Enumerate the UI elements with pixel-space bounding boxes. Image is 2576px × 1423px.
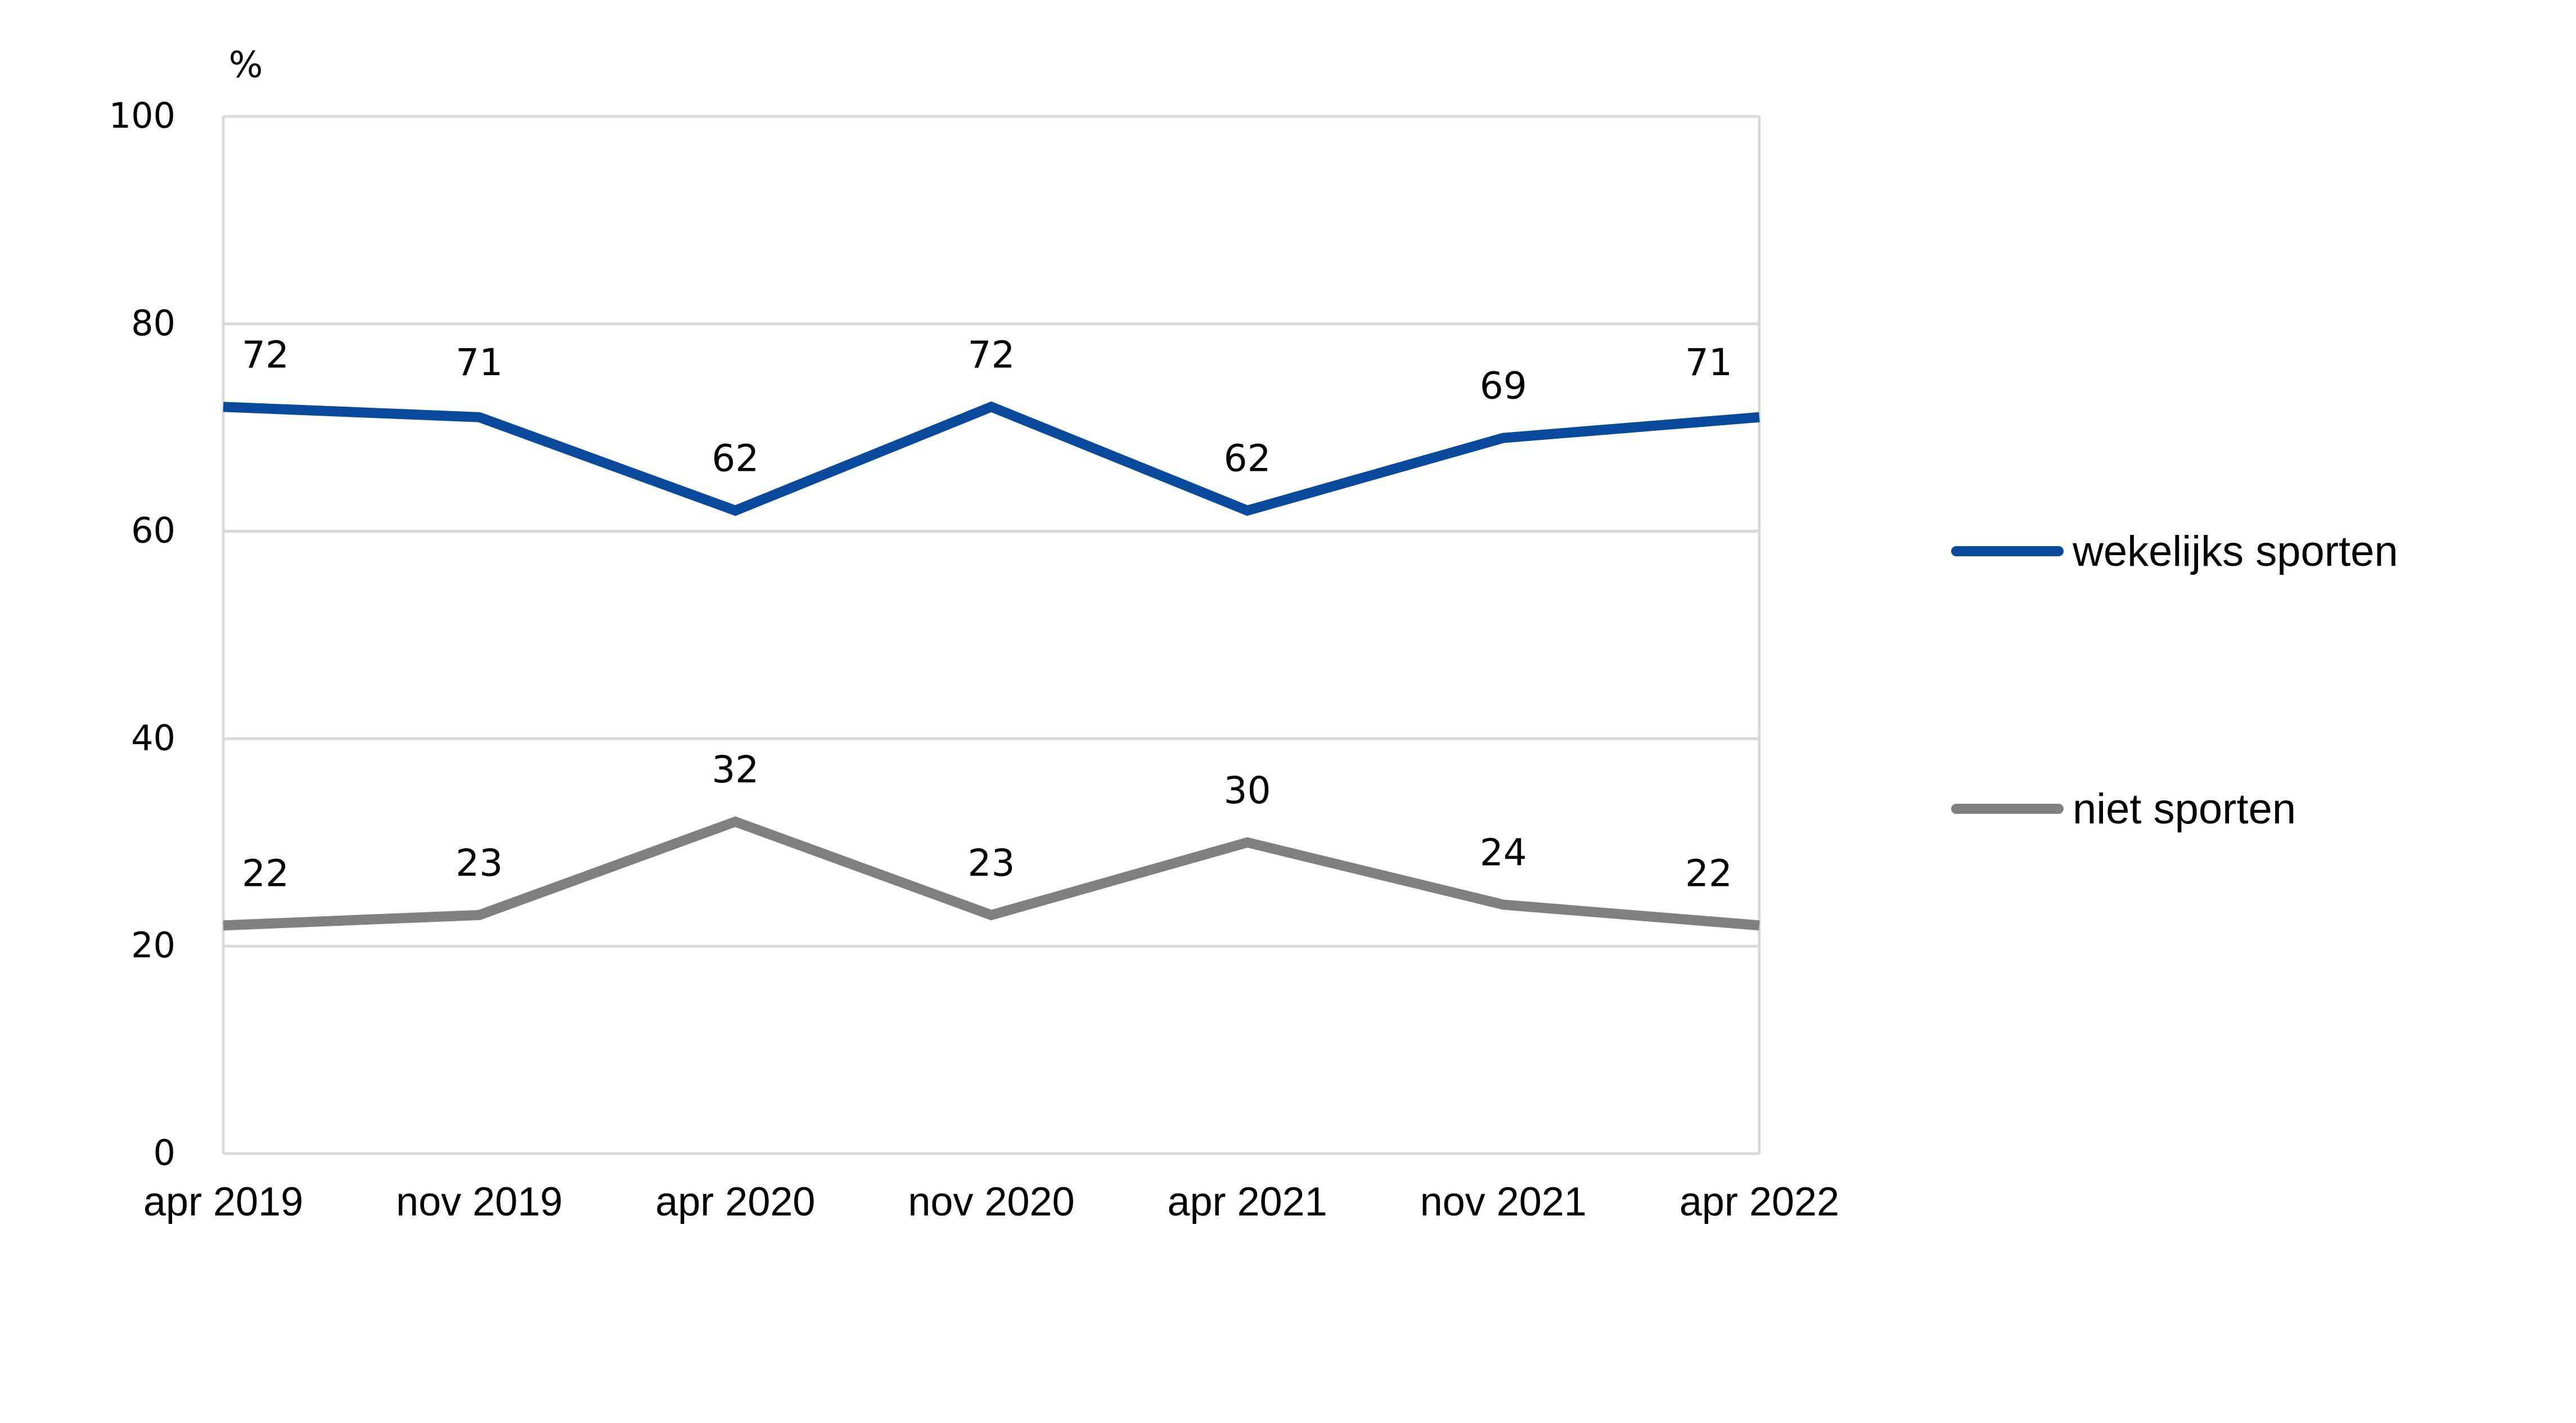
x-tick-label: apr 2021 bbox=[1168, 1179, 1327, 1224]
x-tick-label: apr 2022 bbox=[1679, 1179, 1839, 1224]
series-line-wekelijks-sporten bbox=[223, 401, 1760, 516]
grid-layer bbox=[223, 115, 1761, 1154]
y-axis-unit-label: % bbox=[229, 44, 263, 86]
y-tick-label: 80 bbox=[131, 303, 175, 344]
data-label: 23 bbox=[968, 841, 1015, 885]
data-label: 62 bbox=[711, 437, 759, 480]
data-label: 30 bbox=[1224, 769, 1271, 812]
data-label: 71 bbox=[1685, 341, 1732, 384]
y-tick-label: 60 bbox=[131, 510, 175, 551]
data-label: 32 bbox=[711, 748, 759, 791]
series-layer bbox=[223, 401, 1760, 931]
legend-label: wekelijks sporten bbox=[2072, 528, 2398, 575]
y-tick-label: 0 bbox=[154, 1132, 175, 1173]
data-label: 69 bbox=[1480, 364, 1527, 408]
data-label: 22 bbox=[1685, 852, 1732, 895]
x-tick-label: nov 2021 bbox=[1420, 1179, 1587, 1224]
data-label: 23 bbox=[456, 841, 503, 885]
x-tick-label: nov 2020 bbox=[908, 1179, 1074, 1224]
data-label: 72 bbox=[968, 333, 1015, 376]
x-tick-label: apr 2020 bbox=[655, 1179, 815, 1224]
y-tick-label: 100 bbox=[109, 95, 175, 136]
data-label: 62 bbox=[1224, 437, 1271, 480]
legend-label: niet sporten bbox=[2073, 785, 2296, 833]
data-label: 24 bbox=[1480, 831, 1527, 874]
legend: wekelijks sporten niet sporten bbox=[1951, 528, 2398, 833]
x-tick-label: apr 2019 bbox=[143, 1179, 303, 1224]
label-layer: 72 71 62 72 62 69 71 22 23 32 23 30 24 22 bbox=[242, 333, 1732, 895]
y-tick-label: 40 bbox=[131, 717, 175, 758]
data-label: 72 bbox=[242, 333, 289, 376]
x-tick-label: nov 2019 bbox=[396, 1179, 562, 1224]
data-label: 71 bbox=[456, 341, 503, 384]
y-tick-label: 20 bbox=[131, 925, 175, 966]
series-line-niet-sporten bbox=[223, 816, 1760, 931]
axis-layer: 0 20 40 60 80 100% apr 2019 nov 2019 apr 2020 nov… bbox=[109, 44, 1839, 1224]
data-label: 22 bbox=[242, 852, 289, 895]
